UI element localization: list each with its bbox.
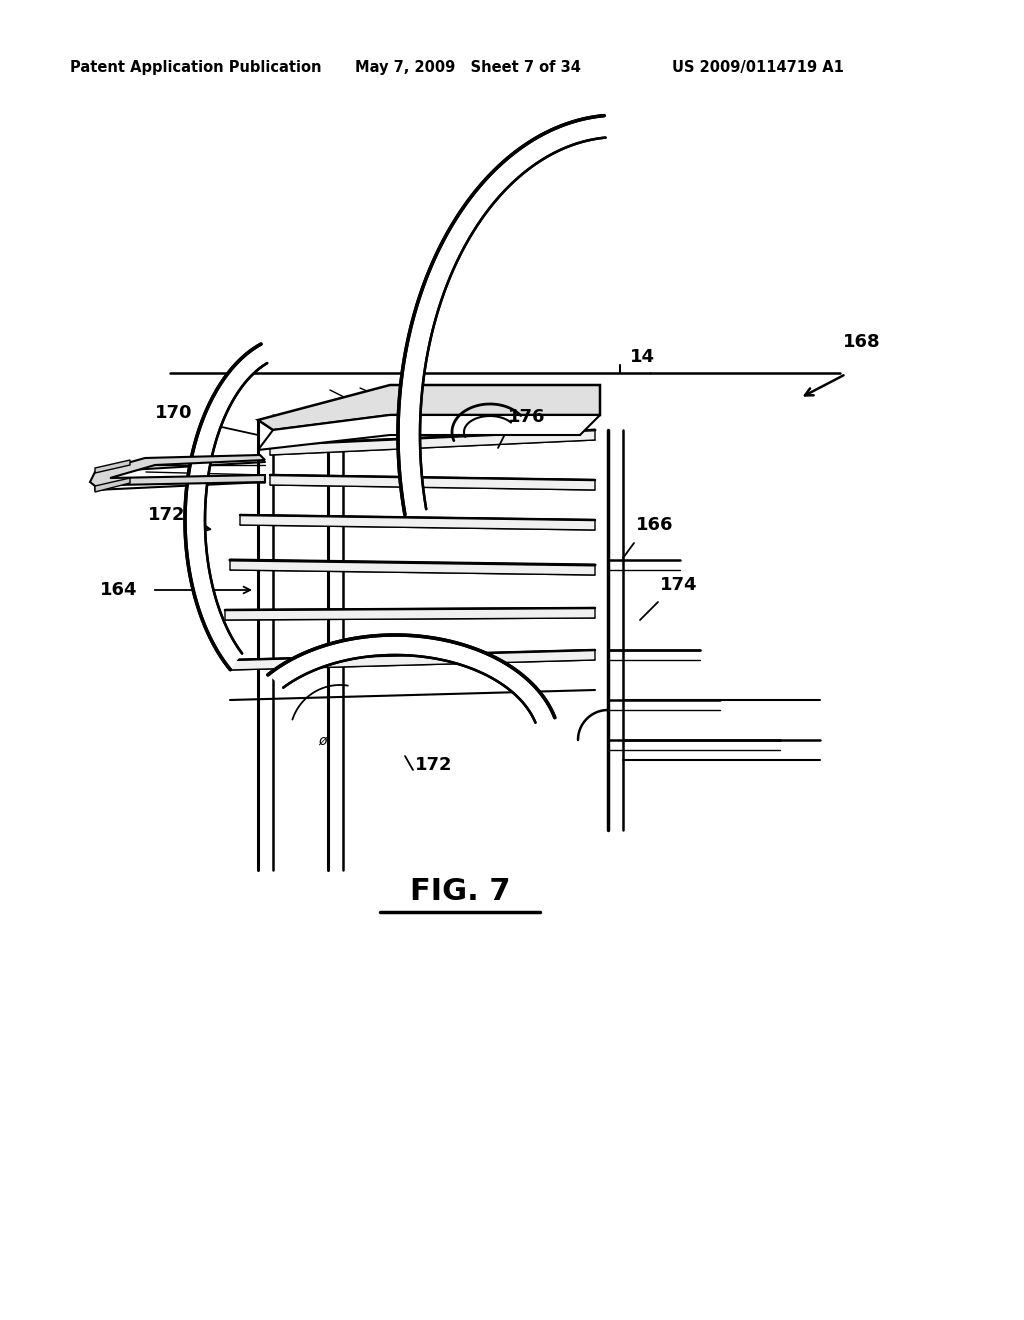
Text: 174: 174 xyxy=(660,576,697,594)
Polygon shape xyxy=(258,385,600,430)
Text: 166: 166 xyxy=(636,516,674,535)
Text: FIG. 7: FIG. 7 xyxy=(410,876,510,906)
Text: 170: 170 xyxy=(155,404,193,422)
Polygon shape xyxy=(398,116,605,515)
Text: US 2009/0114719 A1: US 2009/0114719 A1 xyxy=(672,59,844,75)
Text: May 7, 2009   Sheet 7 of 34: May 7, 2009 Sheet 7 of 34 xyxy=(355,59,581,75)
Polygon shape xyxy=(185,345,267,669)
Text: 14: 14 xyxy=(630,348,655,366)
Polygon shape xyxy=(95,459,130,473)
Polygon shape xyxy=(95,478,130,492)
Polygon shape xyxy=(270,475,595,490)
Polygon shape xyxy=(225,609,595,620)
Text: 172: 172 xyxy=(148,506,185,524)
Text: 172: 172 xyxy=(415,756,453,774)
Text: ø: ø xyxy=(318,734,327,748)
Text: 168: 168 xyxy=(843,333,881,351)
Polygon shape xyxy=(270,430,595,455)
Polygon shape xyxy=(90,455,265,490)
Text: Patent Application Publication: Patent Application Publication xyxy=(70,59,322,75)
Text: 176: 176 xyxy=(508,408,546,426)
Polygon shape xyxy=(258,414,600,450)
Polygon shape xyxy=(268,635,555,722)
Polygon shape xyxy=(240,515,595,531)
Polygon shape xyxy=(230,560,595,576)
Text: 164: 164 xyxy=(100,581,137,599)
Polygon shape xyxy=(230,649,595,671)
